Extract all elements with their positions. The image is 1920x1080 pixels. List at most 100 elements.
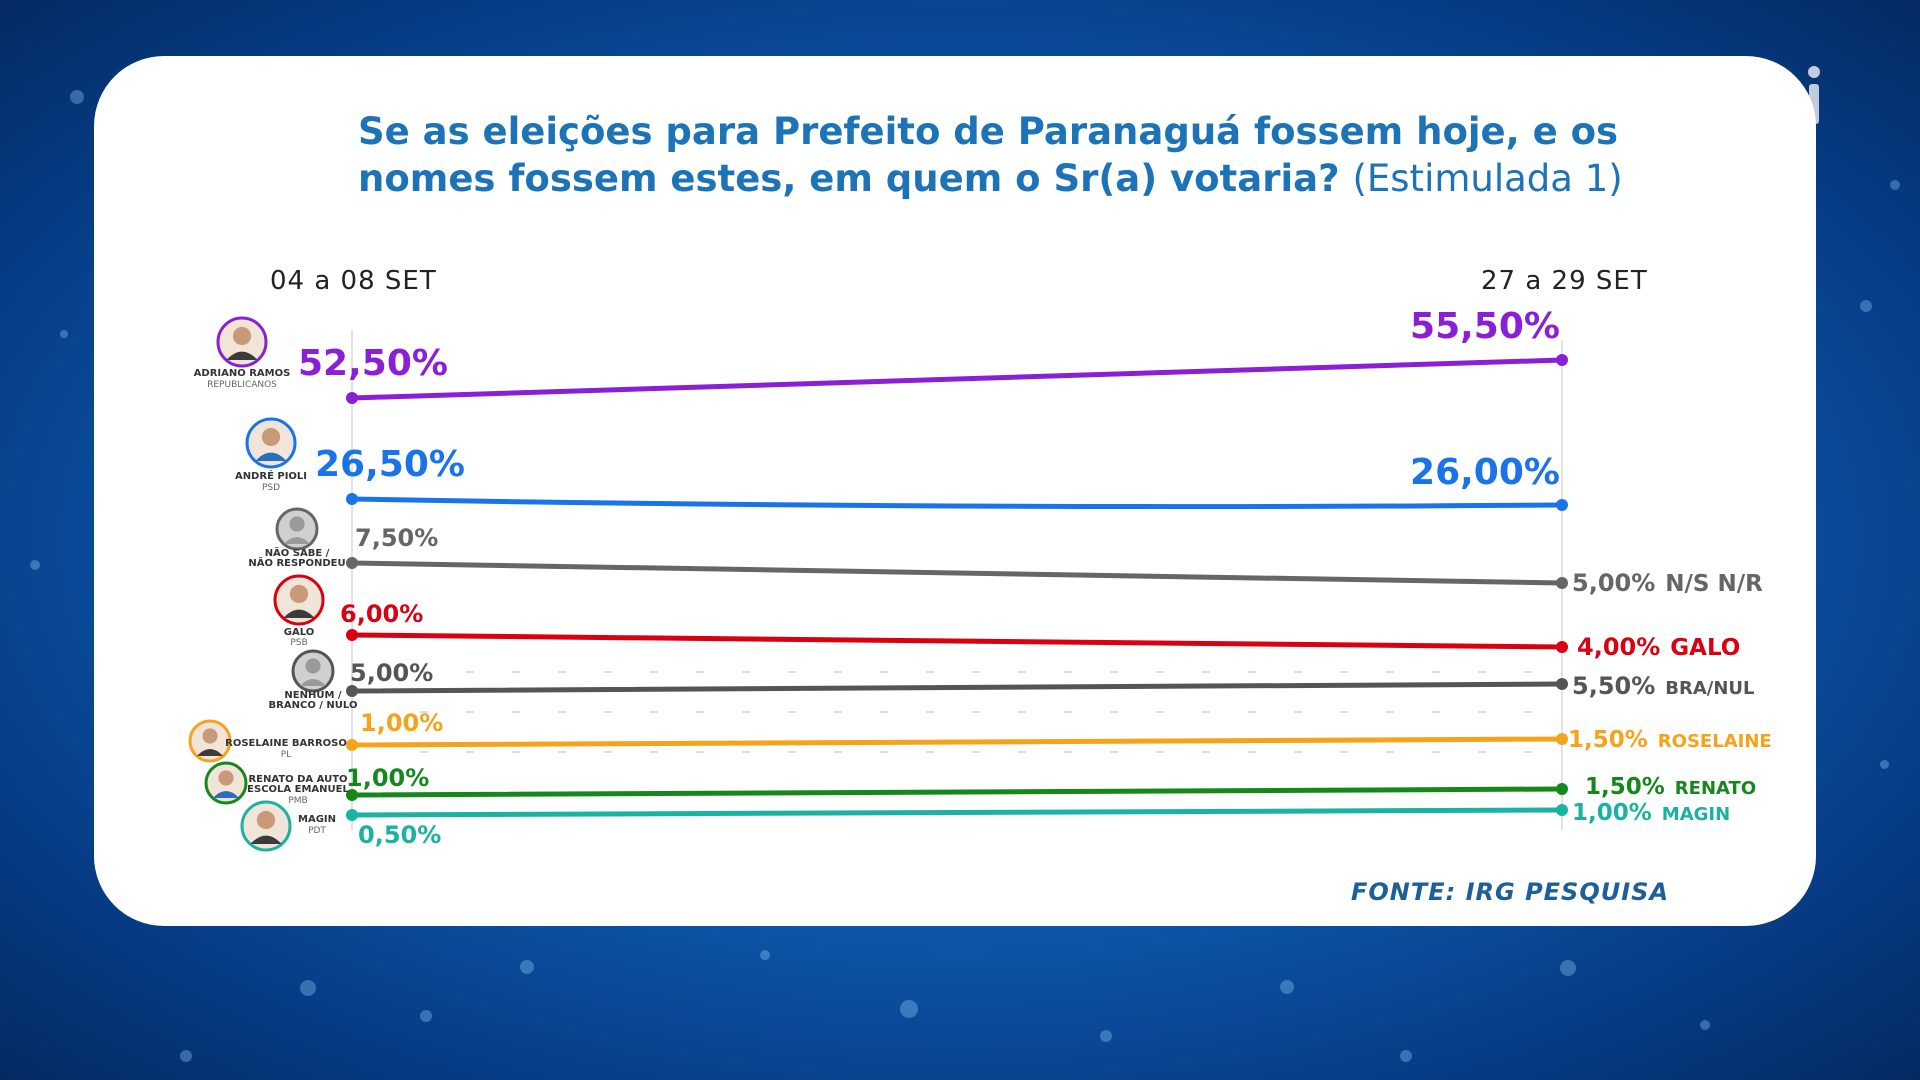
avatar-body <box>250 835 282 844</box>
candidate-name-7-line-1: RENATO DA AUTO <box>248 774 347 785</box>
series-point-start-1 <box>346 392 358 404</box>
avatar-body <box>197 749 223 756</box>
candidate-name-6-line-1: ROSELAINE BARROSO <box>225 738 347 749</box>
background-dot <box>1280 980 1294 994</box>
candidate-name-3-line-2: NÃO RESPONDEU <box>248 556 345 569</box>
value-label-start-2: 26,50% <box>315 444 465 485</box>
value-label-end-8: 1,00% MAGIN <box>1572 800 1730 826</box>
series-point-end-6 <box>1556 733 1568 745</box>
candidate-party-4: PSB <box>290 638 307 648</box>
background-dot <box>1700 1020 1710 1030</box>
avatar-body <box>284 537 310 544</box>
series-line-1 <box>349 357 1565 401</box>
series-end-tag-6: ROSELAINE <box>1658 731 1772 752</box>
value-label-end-6: 1,50% ROSELAINE <box>1568 727 1772 753</box>
value-label-end-3: 5,00% N/S N/R <box>1572 569 1763 597</box>
candidate-party-7: PMB <box>288 796 307 806</box>
series-point-end-7 <box>1556 783 1568 795</box>
candidate-party-6: PL <box>281 750 291 760</box>
series-line-8 <box>349 807 1565 818</box>
candidate-avatar-8 <box>240 800 292 852</box>
series-point-end-1 <box>1556 354 1568 366</box>
avatar-head <box>289 516 305 532</box>
candidate-party-8: PDT <box>308 826 326 836</box>
background-dot <box>1880 760 1889 769</box>
background-dot <box>760 950 770 960</box>
candidate-name-5-line-2: BRANCO / NULO <box>269 700 358 711</box>
series-end-tag-8: MAGIN <box>1662 804 1730 825</box>
candidate-avatar-1 <box>216 316 268 368</box>
candidate-name-1-line-1: ADRIANO RAMOS <box>194 368 291 379</box>
series-point-end-4 <box>1556 641 1568 653</box>
value-label-start-5: 5,00% <box>350 659 433 687</box>
series-line-3 <box>349 560 1565 586</box>
background-dot <box>30 560 40 570</box>
series-point-start-6 <box>346 739 358 751</box>
chart-card: Se as eleições para Prefeito de Paranagu… <box>94 56 1816 926</box>
background-dot <box>900 1000 918 1018</box>
series-point-start-8 <box>346 809 358 821</box>
candidate-name-3-line-1: NÃO SABE / <box>265 546 330 559</box>
candidate-avatar-7 <box>204 761 248 805</box>
candidate-avatar-5 <box>291 649 335 693</box>
background-dot <box>520 960 534 974</box>
series-end-tag-5: BRA/NUL <box>1665 678 1754 699</box>
avatar-body <box>255 452 287 461</box>
value-label-end-2: 26,00% <box>1410 452 1560 493</box>
value-label-end-4: 4,00% GALO <box>1577 633 1740 661</box>
value-label-start-6: 1,00% <box>360 709 443 737</box>
channel-logo-icon <box>1806 66 1822 126</box>
avatar-head <box>305 658 321 674</box>
candidate-name-5-line-1: NENHUM / <box>284 690 341 701</box>
candidate-avatar-6 <box>188 719 232 763</box>
candidate-avatar-3 <box>275 507 319 551</box>
avatar-head <box>256 810 276 830</box>
avatar-body <box>300 679 326 686</box>
avatar-head <box>232 326 252 346</box>
series-line-5 <box>349 681 1565 694</box>
background-dot <box>420 1010 432 1022</box>
value-label-start-3: 7,50% <box>355 524 438 552</box>
candidate-avatar-4 <box>273 574 325 626</box>
avatar-head <box>289 584 309 604</box>
background-dot <box>1860 300 1872 312</box>
avatar-body <box>226 351 258 360</box>
avatar-body <box>213 791 239 798</box>
background-dot <box>1100 1030 1112 1042</box>
value-label-start-4: 6,00% <box>340 600 423 628</box>
background-dot <box>1560 960 1576 976</box>
series-end-tag-4: GALO <box>1670 635 1740 661</box>
avatar-head <box>218 770 234 786</box>
chart-title: Se as eleições para Prefeito de Paranagu… <box>358 108 1658 202</box>
series-point-end-5 <box>1556 678 1568 690</box>
candidate-avatar-2 <box>245 417 297 469</box>
series-point-start-3 <box>346 557 358 569</box>
series-point-end-3 <box>1556 577 1568 589</box>
source-label: FONTE: IRG PESQUISA <box>1351 878 1670 906</box>
series-point-end-8 <box>1556 804 1568 816</box>
background-dot <box>180 1050 192 1062</box>
period-label-start: 04 a 08 SET <box>270 266 437 296</box>
series-point-start-4 <box>346 629 358 641</box>
series-end-tag-3: N/S N/R <box>1665 571 1763 597</box>
candidate-name-8-line-1: MAGIN <box>298 814 336 825</box>
value-label-start-8: 0,50% <box>358 821 441 849</box>
background-dot <box>300 980 316 996</box>
candidate-name-2-line-1: ANDRÉ PIOLI <box>235 469 307 482</box>
background-dot <box>60 330 68 338</box>
series-point-end-2 <box>1556 499 1568 511</box>
value-label-end-5: 5,50% BRA/NUL <box>1572 672 1755 700</box>
avatar-head <box>261 427 281 447</box>
value-label-start-7: 1,00% <box>346 764 429 792</box>
chart-title-sub: (Estimulada 1) <box>1352 157 1623 200</box>
series-line-4 <box>349 632 1565 650</box>
value-label-start-1: 52,50% <box>298 343 448 384</box>
period-label-end: 27 a 29 SET <box>1481 266 1648 296</box>
series-line-6 <box>349 736 1565 748</box>
avatar-body <box>283 609 315 618</box>
series-end-tag-7: RENATO <box>1675 778 1756 799</box>
candidate-name-4-line-1: GALO <box>284 627 314 638</box>
candidate-party-1: REPUBLICANOS <box>207 380 277 390</box>
